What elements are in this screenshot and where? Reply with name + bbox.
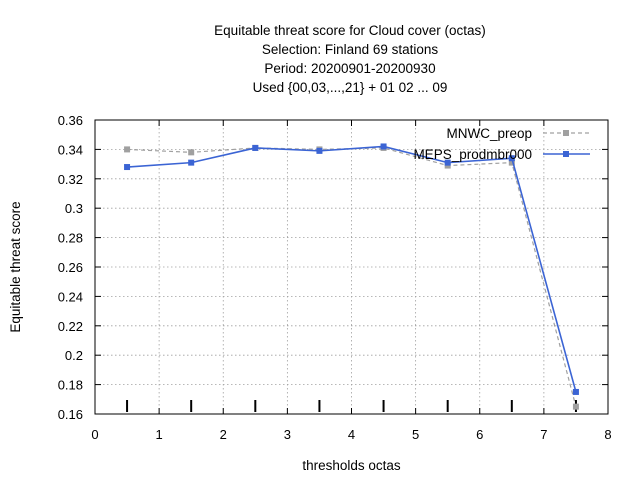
data-point <box>508 155 515 162</box>
x-tick-label: 3 <box>284 427 291 442</box>
data-point <box>188 149 195 156</box>
data-point <box>380 143 387 150</box>
x-tick-label: 0 <box>91 427 98 442</box>
y-tick-label: 0.28 <box>58 231 83 246</box>
x-tick-label: 2 <box>220 427 227 442</box>
title-line: Used {00,03,...,21} + 01 02 ... 09 <box>253 80 448 95</box>
y-tick-label: 0.18 <box>58 378 83 393</box>
y-tick-label: 0.16 <box>58 407 83 422</box>
series-MEPS_prodmbr000 <box>124 143 579 395</box>
data-point <box>444 159 451 166</box>
x-tick-label: 7 <box>540 427 547 442</box>
y-tick-labels: 0.16 0.18 0.2 0.22 0.24 0.26 0.28 0.3 0.32 0.34 0.… <box>58 113 83 422</box>
x-tick-label: 4 <box>348 427 355 442</box>
y-tick-label: 0.32 <box>58 172 83 187</box>
y-tick-label: 0.34 <box>58 142 83 157</box>
title-line: Period: 20200901-20200930 <box>264 61 435 76</box>
y-tick-label: 0.26 <box>58 260 83 275</box>
x-tick-label: 1 <box>156 427 163 442</box>
y-axis-label: Equitable threat score <box>8 201 23 332</box>
y-tick-label: 0.24 <box>58 289 83 304</box>
legend-marker <box>563 130 569 136</box>
chart-title: Equitable threat score for Cloud cover (… <box>214 23 486 95</box>
data-point <box>124 164 131 171</box>
legend-marker <box>563 151 569 157</box>
legend: MNWC_preop MEPS_prodmbr000 <box>413 126 590 162</box>
x-tick-label: 6 <box>476 427 483 442</box>
x-tick-labels: 0 1 2 3 4 5 6 7 8 <box>91 427 611 442</box>
y-tick-label: 0.36 <box>58 113 83 128</box>
legend-label: MEPS_prodmbr000 <box>413 147 532 162</box>
data-point <box>252 144 259 151</box>
data-point <box>124 146 131 153</box>
x-axis-label: thresholds octas <box>302 458 401 473</box>
legend-label: MNWC_preop <box>446 126 532 141</box>
title-line: Selection: Finland 69 stations <box>262 42 439 57</box>
y-tick-label: 0.3 <box>65 201 83 216</box>
data-point <box>572 388 579 395</box>
x-tick-label: 5 <box>412 427 419 442</box>
grid <box>95 120 608 414</box>
data-point <box>188 159 195 166</box>
axis-ticks <box>94 119 609 415</box>
data-point <box>316 147 323 154</box>
y-tick-label: 0.22 <box>58 319 83 334</box>
series <box>124 143 579 410</box>
series-line <box>127 145 577 393</box>
data-point <box>572 403 579 410</box>
data-point <box>508 159 515 166</box>
y-tick-label: 0.2 <box>65 348 83 363</box>
x-tick-label: 8 <box>604 427 611 442</box>
title-line: Equitable threat score for Cloud cover (… <box>214 23 486 38</box>
